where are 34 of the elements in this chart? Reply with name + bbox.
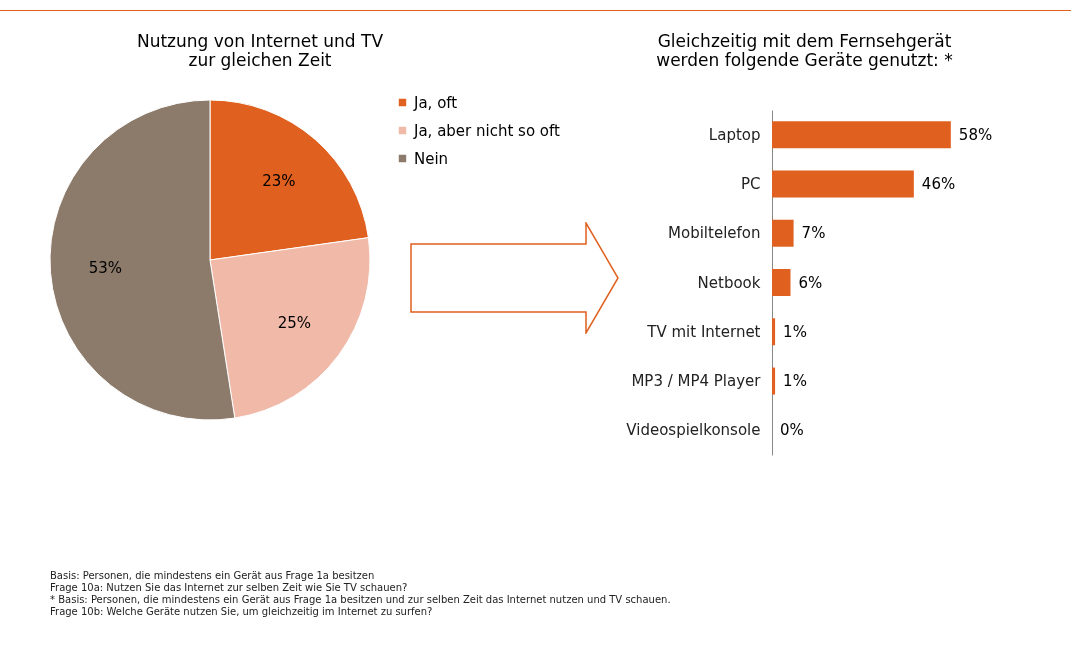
text: Frage 10a: Nutzen Sie das Internet zur selben Zeit wie Sie TV schauen?: [50, 582, 409, 594]
data-label: 58%: [958, 125, 993, 144]
legend-label: Ja, aber nicht so oft: [413, 121, 561, 140]
data-label: 7%: [801, 224, 826, 243]
text: Gleichzeitig mit dem Fernsehgerät: [657, 31, 952, 51]
bar: [772, 170, 914, 198]
data-label: 0%: [780, 421, 804, 440]
text: * Basis: Personen, die mindestens ein Gerät aus Frage 1a besitzen und zur selben Zeit das Internet nutzen und TV schauen.: [50, 594, 671, 606]
y-tick-label: MP3 / MP4 Player: [631, 372, 762, 391]
data-label: 46%: [921, 174, 956, 193]
bar: [772, 269, 791, 296]
legend-label: Nein: [414, 149, 449, 168]
data-label: 23%: [262, 171, 296, 190]
y-tick-label: PC: [740, 174, 761, 193]
y-tick-label: Mobiltelefon: [668, 224, 761, 243]
bar: [772, 219, 794, 247]
text: Nutzung von Internet und TV: [136, 31, 384, 51]
data-label: 1%: [783, 372, 807, 391]
bar: [772, 318, 776, 346]
legend-label: Ja, oft: [413, 93, 458, 112]
text: Basis: Personen, die mindestens ein Gerät aus Frage 1a besitzen: [50, 570, 376, 582]
data-label: 1%: [783, 322, 807, 341]
y-tick-label: Netbook: [697, 273, 761, 292]
data-label: 53%: [88, 259, 122, 278]
text: zur gleichen Zeit: [188, 50, 332, 70]
y-tick-label: Laptop: [708, 125, 761, 144]
data-label: 25%: [277, 313, 312, 332]
y-tick-label: TV mit Internet: [646, 322, 761, 341]
bar: [772, 121, 951, 149]
y-tick-label: Videospielkonsole: [626, 421, 761, 440]
data-label: 6%: [798, 273, 823, 292]
text: Frage 10b: Welche Geräte nutzen Sie, um gleichzeitig im Internet zu surfen?: [50, 606, 434, 618]
text: werden folgende Geräte genutzt: *: [656, 50, 953, 70]
bar: [772, 367, 776, 395]
